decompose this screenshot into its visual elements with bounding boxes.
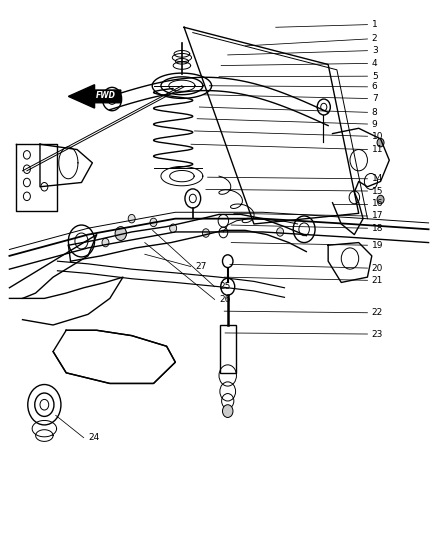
Text: 21: 21 [372,276,383,285]
Text: 19: 19 [372,241,383,250]
Text: 10: 10 [372,132,383,141]
Text: 4: 4 [372,59,378,68]
Polygon shape [68,85,121,108]
Circle shape [377,195,384,204]
Circle shape [223,405,233,417]
Text: 7: 7 [372,94,378,103]
Circle shape [377,139,384,147]
Circle shape [202,229,209,237]
Text: 1: 1 [372,20,378,29]
Text: FWD: FWD [95,91,116,100]
Circle shape [150,218,157,227]
Text: 14: 14 [372,174,383,183]
Circle shape [128,214,135,223]
Text: 5: 5 [372,71,378,80]
Text: 2: 2 [372,35,378,44]
Text: 23: 23 [372,329,383,338]
Circle shape [115,227,127,240]
Text: 15: 15 [372,187,383,196]
Text: 22: 22 [372,308,383,317]
Circle shape [170,224,177,232]
Text: 8: 8 [372,108,378,117]
Circle shape [102,238,109,247]
Text: 11: 11 [372,145,383,154]
Text: 18: 18 [372,224,383,233]
Text: 9: 9 [372,119,378,128]
Text: 17: 17 [372,212,383,221]
Bar [220,325,236,373]
Circle shape [277,228,284,236]
Text: 20: 20 [372,264,383,272]
Circle shape [120,229,127,238]
Text: 27: 27 [195,262,206,271]
Text: 3: 3 [372,46,378,55]
Text: 6: 6 [372,82,378,91]
Text: 16: 16 [372,199,383,208]
Text: 24: 24 [88,433,99,442]
Text: 25: 25 [219,282,230,291]
Text: 26: 26 [219,295,230,304]
